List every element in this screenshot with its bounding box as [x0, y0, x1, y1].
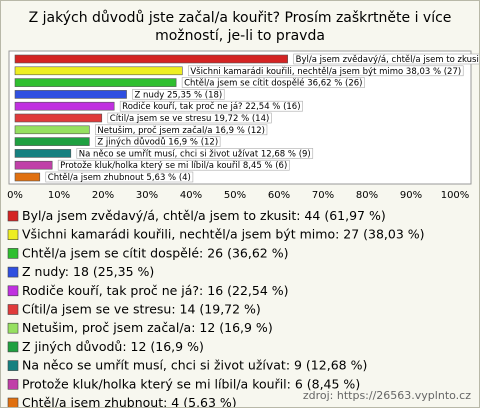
bar [14, 149, 72, 158]
bar [14, 172, 41, 182]
legend-label: Na něco se umřít musí, chci si život uží… [22, 358, 367, 373]
legend-swatch [7, 304, 19, 315]
bar-label-box [95, 124, 268, 136]
x-tick-label: 0% [7, 190, 23, 201]
legend-swatch [7, 378, 19, 390]
bar-label: Netušim, proč jsem začal/a 16,9 % (12) [97, 125, 265, 136]
legend-swatch [7, 266, 19, 278]
bar-label: Chtěl/a jsem zhubnout 5,63 % (4) [48, 173, 191, 183]
bar-label: Byl/a jsem zvědavý/á, chtěl/a jsem to zk… [296, 55, 479, 65]
legend-swatch [7, 285, 19, 297]
bar-label-box [107, 112, 272, 124]
bar-label: Rodiče kouří, tak proč ne já? 22,54 % (1… [122, 101, 300, 112]
bar-label: Chtěl/a jsem se cítit dospělé 36,62 % (2… [184, 78, 362, 89]
x-tick-label: 30% [136, 190, 158, 201]
bar-label-box [293, 53, 479, 65]
legend-label: Netušim, proč jsem začal/a: 12 (16,9 %) [22, 320, 273, 335]
bar [14, 101, 115, 111]
chart-title: Z jakých důvodů jste začal/a kouřit? Pro… [28, 10, 452, 44]
x-tick-label: 70% [312, 190, 334, 201]
x-tick-label: 40% [180, 190, 202, 201]
bar [14, 90, 127, 99]
source: zdroj: https://26563.vyplnto.cz [303, 389, 471, 402]
legend-swatch [7, 229, 19, 240]
legend-label: Z jiných důvodů: 12 (16,9 %) [22, 339, 204, 354]
bar [14, 125, 90, 135]
legend-swatch [7, 322, 19, 334]
legend-swatch [7, 360, 19, 371]
bar [14, 78, 177, 87]
bar-label-box [188, 65, 464, 77]
bar [14, 137, 90, 146]
x-tick-label: 10% [48, 190, 70, 201]
legend-label: Všichni kamarádi kouřili, nechtěl/a jsem… [22, 227, 425, 242]
x-tick-label: 80% [356, 190, 378, 201]
legend-label: Cítil/a jsem se ve stresu: 14 (19,72 %) [22, 302, 261, 317]
bar-label-box [45, 171, 194, 183]
bar-label: Protože kluk/holka který se mi líbil/a k… [60, 161, 287, 171]
legend-label: Byl/a jsem zvědavý/á, chtěl/a jsem to zk… [22, 208, 386, 223]
bar-label-box [132, 89, 225, 100]
bar-label-box [181, 77, 365, 88]
bar-label-box [119, 100, 303, 112]
bar-label: Na něco se umřít musí, chci si život uží… [79, 149, 311, 159]
x-tick-label: 20% [92, 190, 114, 201]
legend-swatch [7, 397, 19, 407]
bar-label-box [95, 136, 221, 147]
bar [14, 66, 183, 76]
x-tick-label: 60% [268, 190, 290, 201]
bar-label: Z jiných důvodů 16,9 % (12) [97, 137, 218, 148]
legend-label: Protože kluk/holka který se mi líbil/a k… [22, 376, 360, 391]
legend-swatch [7, 210, 19, 222]
bar-label: Všichni kamarádi kouřili, nechtěl/a jsem… [190, 66, 461, 77]
bar-label-box [57, 159, 290, 171]
legend-label: Rodiče kouří, tak proč ne já?: 16 (22,54… [22, 283, 289, 298]
bar-label: Z nudy 25,35 % (18) [135, 90, 223, 100]
x-tick-label: 100% [441, 190, 470, 201]
legend-swatch [7, 341, 19, 353]
x-tick-label: 90% [400, 190, 422, 201]
legend-swatch [7, 248, 19, 259]
bar [14, 113, 103, 123]
bar-label-box [76, 148, 314, 159]
legend-label: Chtěl/a jsem se cítit dospělé: 26 (36,62… [22, 245, 289, 260]
bar [14, 54, 288, 64]
x-tick-label: 50% [224, 190, 246, 201]
legend-label: Chtěl/a jsem zhubnout: 4 (5,63 %) [22, 395, 237, 407]
bar [14, 160, 53, 170]
legend-label: Z nudy: 18 (25,35 %) [22, 264, 154, 279]
bar-label: Cítil/a jsem se ve stresu 19,72 % (14) [110, 114, 270, 124]
